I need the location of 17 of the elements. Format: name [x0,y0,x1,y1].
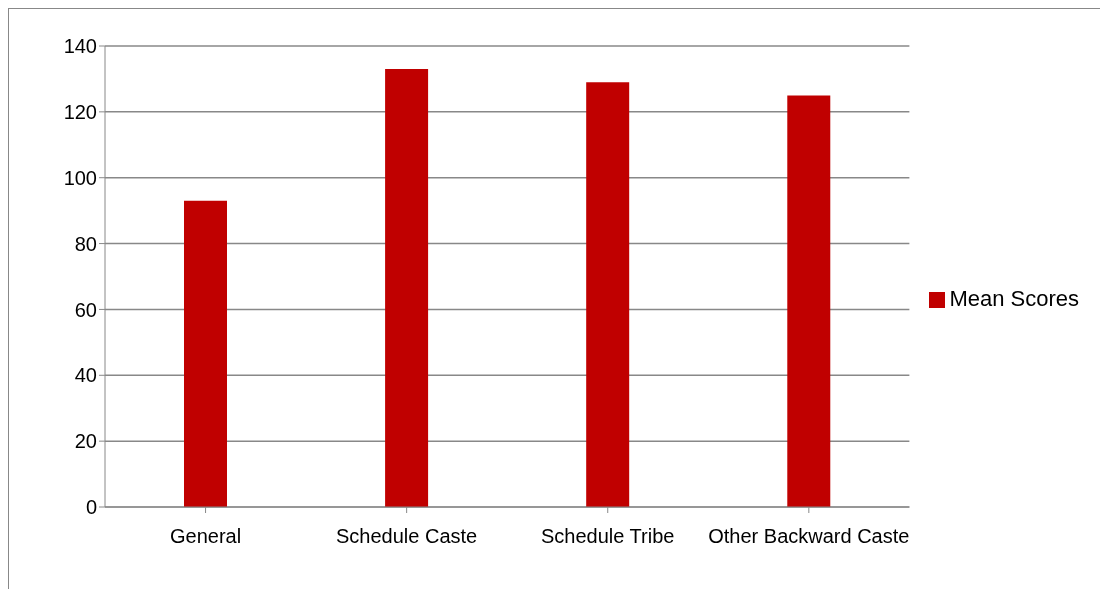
x-tick-label: General [169,525,242,548]
y-tick-label: 140 [63,35,97,58]
y-tick-label: 40 [74,364,97,387]
x-tick-label: Schedule Tribe [541,525,675,548]
y-tick-label: 100 [63,166,97,189]
bar [385,69,429,507]
legend-label: Mean Scores [949,286,1079,311]
bar [184,200,227,507]
y-tick-label: 120 [63,100,97,123]
y-tick-label: 20 [74,430,97,453]
x-tick-label: Other Backward Caste [708,525,910,548]
y-tick-label: 0 [85,496,97,519]
bar [787,95,831,507]
y-tick-label: 80 [74,232,97,255]
y-tick-label: 60 [74,298,97,321]
bar [586,82,630,507]
x-tick-label: Schedule Caste [336,525,478,548]
